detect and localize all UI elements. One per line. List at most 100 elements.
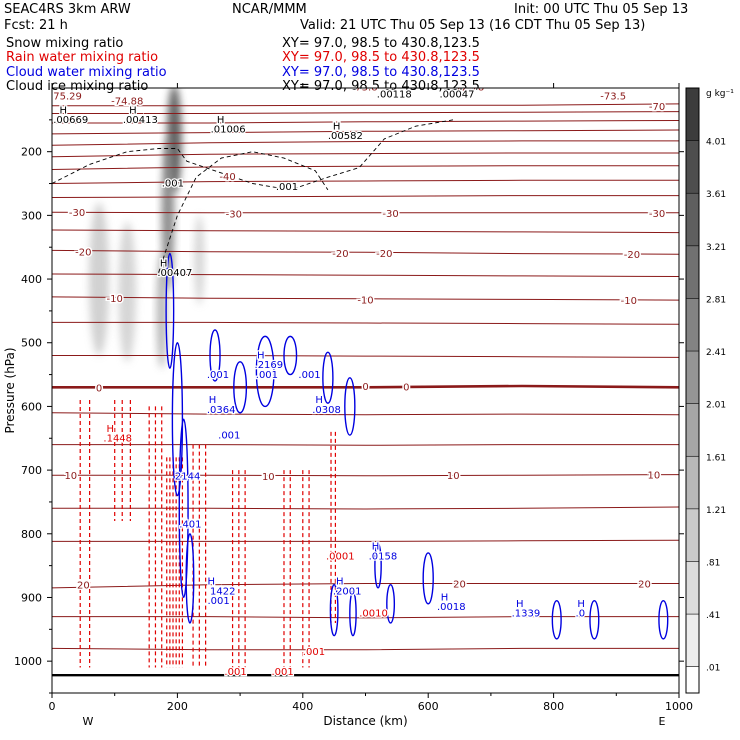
temperature-label-19: 10 xyxy=(262,472,275,483)
field-label-14: .00047 xyxy=(439,90,474,101)
temperature-contour-18 xyxy=(52,444,679,446)
colorbar-tick-label-0: 4.01 xyxy=(706,138,726,148)
field-label-19: H xyxy=(257,351,265,362)
east-label: E xyxy=(659,715,666,728)
colorbar-segment-9 xyxy=(686,561,699,615)
field-ice-xy: XY= 97.0, 98.5 to 430.8,123.5 xyxy=(282,79,480,94)
cloud-water-contour-10 xyxy=(386,584,396,624)
cloud-water-contour-16 xyxy=(589,599,600,640)
snow-shade-5 xyxy=(194,215,205,305)
temperature-contour-7 xyxy=(52,179,679,184)
field-label-31: 2144 xyxy=(175,472,200,483)
field-label-48: .001 xyxy=(303,647,325,658)
y-tick-label-6: 800 xyxy=(21,528,42,541)
field-label-17: H xyxy=(160,258,168,269)
temperature-contour-14 xyxy=(52,321,679,325)
colorbar-segment-8 xyxy=(686,508,699,562)
field-rain-xy: XY= 97.0, 98.5 to 430.8,123.5 xyxy=(282,50,480,65)
temperature-contour-12 xyxy=(52,273,679,277)
colorbar-tick-label-4: 2.41 xyxy=(706,348,726,358)
ice-contour-1 xyxy=(158,151,329,273)
temperature-contour-21 xyxy=(52,539,679,542)
field-label-43: .0018 xyxy=(437,602,466,613)
y-axis-label: Pressure (hPa) xyxy=(3,347,17,433)
field-label-10: H xyxy=(384,80,392,91)
y-tick-label-2: 400 xyxy=(21,273,42,286)
field-label-34: H xyxy=(372,542,380,553)
plot-area: -74.88 -73.5 -70 -30 -30 -30 -30 -40 -20 -20 -20 -2… xyxy=(52,80,679,679)
field-label-38: .001 xyxy=(207,596,229,607)
temperature-contour-16 xyxy=(52,384,679,389)
field-label-30: .001 xyxy=(218,430,240,441)
colorbar-segment-7 xyxy=(686,456,699,509)
temperature-contour-0 xyxy=(52,103,679,107)
cloud-water-contour-4 xyxy=(209,329,221,382)
field-label-29: .1448 xyxy=(103,433,132,444)
cloud-water-contour-15 xyxy=(551,599,562,640)
x-tick-label-1: 200 xyxy=(167,700,188,713)
field-cloudwater-xy: XY= 97.0, 98.5 to 430.8,123.5 xyxy=(282,65,480,80)
snow-shade-3 xyxy=(88,202,110,356)
cloud-water-contour-1 xyxy=(171,342,184,497)
field-label-15: .001 xyxy=(162,179,184,190)
colorbar-tick-label-10: .01 xyxy=(706,664,720,674)
colorbar-segment-10 xyxy=(686,614,699,667)
colorbar-frame xyxy=(685,87,700,694)
snow-shade-4 xyxy=(118,221,137,362)
field-label-9: -73.8 xyxy=(352,83,378,94)
colorbar-tick-label-2: 3.21 xyxy=(706,243,726,253)
field-label-33: .0001 xyxy=(326,551,355,562)
temperature-label-22: 20 xyxy=(77,581,90,592)
temperature-contour-11 xyxy=(52,249,679,255)
cloud-water-contour-8 xyxy=(322,351,334,404)
temperature-label-1: -73.5 xyxy=(600,92,626,103)
temperature-contour-9 xyxy=(52,211,679,214)
y-tick-label-5: 700 xyxy=(21,464,42,477)
center-name: NCAR/MMM xyxy=(232,2,307,17)
field-label-46: H xyxy=(577,599,585,610)
field-cloudwater-name: Cloud water mixing ratio xyxy=(6,65,167,80)
temperature-contour-10 xyxy=(52,229,679,234)
field-label-3: H xyxy=(129,105,137,116)
temperature-label-2: -70 xyxy=(649,102,665,113)
cloud-water-contour-9 xyxy=(344,377,356,436)
temperature-contour-6 xyxy=(52,165,679,170)
temperature-contour-5 xyxy=(52,152,679,158)
temperature-label-21: 10 xyxy=(648,471,661,482)
field-label-28: H xyxy=(107,424,115,435)
x-tick-label-2: 400 xyxy=(292,700,313,713)
field-label-1: H xyxy=(60,105,68,116)
cloud-water-contour-5 xyxy=(233,361,248,414)
init-time: Init: 00 UTC Thu 05 Sep 13 xyxy=(514,2,689,17)
field-label-12: -72.78 xyxy=(452,83,484,94)
temperature-contour-15 xyxy=(52,355,679,358)
temperature-label-3: -30 xyxy=(69,208,85,219)
cloud-water-contour-14 xyxy=(329,584,339,637)
field-label-41: .0010 xyxy=(359,609,388,620)
temperature-contour-4 xyxy=(52,140,679,146)
plot-header: SEAC4RS 3km ARW NCAR/MMM Init: 00 UTC Th… xyxy=(0,0,740,96)
field-label-11: .00118 xyxy=(377,90,412,101)
colorbar-tick-label-5: 2.01 xyxy=(706,401,726,411)
colorbar-segment-3 xyxy=(686,245,699,299)
cloud-water-contour-0 xyxy=(165,252,175,369)
temperature-label-4: -30 xyxy=(226,209,242,220)
colorbar-tick-label-1: 3.61 xyxy=(706,190,726,200)
field-snow-xy: XY= 97.0, 98.5 to 430.8,123.5 xyxy=(282,36,480,51)
temperature-label-23: 20 xyxy=(453,579,466,590)
colorbar-unit: g kg⁻¹ xyxy=(706,89,734,99)
colorbar-segment-11 xyxy=(686,666,699,693)
field-label-2: .00669 xyxy=(53,115,88,126)
field-label-18: .00407 xyxy=(157,268,192,279)
temperature-label-12: -10 xyxy=(107,294,123,305)
temperature-contour-1 xyxy=(52,111,679,114)
field-label-8: .00582 xyxy=(328,131,363,142)
x-tick-label-3: 600 xyxy=(418,700,439,713)
colorbar-tick-label-9: .41 xyxy=(706,611,720,621)
temperature-contour-17 xyxy=(52,412,679,416)
field-label-4: .00413 xyxy=(123,115,158,126)
colorbar: 4.01 3.61 3.21 2.81 2.41 2.01 1.61 1.21 .81 .41 .0… xyxy=(685,87,734,694)
temperature-label-6: -30 xyxy=(649,209,665,220)
colorbar-tick-label-3: 2.81 xyxy=(706,295,726,305)
